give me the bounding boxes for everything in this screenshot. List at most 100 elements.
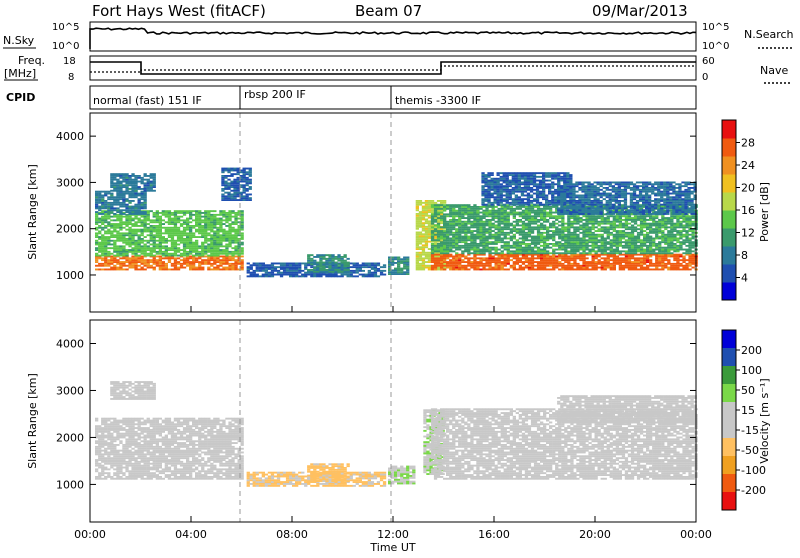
power-cell bbox=[174, 247, 177, 249]
power-cell bbox=[652, 250, 655, 252]
power-cell bbox=[107, 221, 110, 223]
power-cell bbox=[240, 192, 243, 194]
power-cell bbox=[537, 234, 540, 236]
power-cell bbox=[661, 221, 664, 223]
power-cell bbox=[147, 231, 150, 233]
power-cell bbox=[504, 263, 507, 265]
power-cell bbox=[416, 263, 419, 265]
power-cell bbox=[113, 244, 116, 246]
power-cell bbox=[394, 273, 397, 275]
power-cell bbox=[488, 223, 491, 225]
power-cell bbox=[488, 232, 491, 234]
power-cell bbox=[221, 197, 224, 199]
power-cell bbox=[128, 193, 131, 195]
power-cell bbox=[362, 263, 365, 265]
power-cell bbox=[307, 269, 310, 271]
power-cell bbox=[113, 179, 116, 181]
power-cell bbox=[228, 231, 231, 233]
power-cell bbox=[98, 232, 101, 234]
power-cell bbox=[443, 257, 446, 259]
power-cell bbox=[440, 215, 443, 217]
power-cell bbox=[328, 256, 331, 258]
power-cell bbox=[476, 217, 479, 219]
power-cell bbox=[510, 223, 513, 225]
power-cell bbox=[249, 170, 252, 172]
power-cell bbox=[280, 268, 283, 270]
power-cell bbox=[546, 215, 549, 217]
power-cell bbox=[682, 261, 685, 263]
power-cell bbox=[473, 215, 476, 217]
power-cell bbox=[286, 270, 289, 272]
power-cell bbox=[631, 250, 634, 252]
power-cell bbox=[452, 228, 455, 230]
power-cell bbox=[458, 217, 461, 219]
power-cell bbox=[513, 225, 516, 227]
power-cell bbox=[549, 238, 552, 240]
power-cell bbox=[104, 249, 107, 251]
power-cell bbox=[549, 223, 552, 225]
power-cell bbox=[670, 232, 673, 234]
power-cell bbox=[131, 219, 134, 221]
power-cell bbox=[101, 257, 104, 259]
power-cell bbox=[227, 175, 230, 177]
power-cell bbox=[107, 223, 110, 225]
power-cell bbox=[670, 241, 673, 243]
power-cell bbox=[446, 225, 449, 227]
power-cell bbox=[595, 236, 598, 238]
power-cell bbox=[131, 244, 134, 246]
power-cell bbox=[613, 221, 616, 223]
power-cell bbox=[564, 238, 567, 240]
power-cell bbox=[394, 262, 397, 264]
power-cell bbox=[525, 256, 528, 258]
power-cell bbox=[356, 268, 359, 270]
power-cell bbox=[449, 230, 452, 232]
power-cell bbox=[610, 252, 613, 254]
power-cell bbox=[113, 229, 116, 231]
power-cell bbox=[579, 221, 582, 223]
power-cell bbox=[658, 226, 661, 228]
power-cell bbox=[168, 216, 171, 218]
power-cell bbox=[128, 249, 131, 251]
power-cell bbox=[253, 263, 256, 265]
power-cell bbox=[537, 228, 540, 230]
power-cell bbox=[165, 267, 168, 269]
power-cell bbox=[588, 265, 591, 267]
power-cell bbox=[485, 219, 488, 221]
power-cell bbox=[101, 204, 104, 206]
power-cell bbox=[406, 264, 409, 266]
power-cell bbox=[131, 181, 134, 183]
power-cell bbox=[150, 253, 153, 255]
power-cell bbox=[498, 232, 501, 234]
power-cell bbox=[458, 238, 461, 240]
power-cell bbox=[374, 270, 377, 272]
power-cell bbox=[189, 234, 192, 236]
power-cell bbox=[397, 266, 400, 268]
power-cell bbox=[567, 256, 570, 258]
power-cell bbox=[231, 236, 234, 238]
power-cell bbox=[637, 247, 640, 249]
power-cell bbox=[482, 269, 485, 271]
power-cell bbox=[473, 223, 476, 225]
power-cell bbox=[476, 213, 479, 215]
power-cell bbox=[470, 217, 473, 219]
power-cell bbox=[186, 259, 189, 261]
power-cell bbox=[95, 242, 98, 244]
power-cell bbox=[601, 226, 604, 228]
power-cell bbox=[461, 225, 464, 227]
power-cell bbox=[230, 175, 233, 177]
power-cell bbox=[573, 243, 576, 245]
power-cell bbox=[237, 194, 240, 196]
power-cell bbox=[177, 257, 180, 259]
power-cell bbox=[492, 252, 495, 254]
power-cell bbox=[528, 249, 531, 251]
power-cell bbox=[601, 236, 604, 238]
power-cell bbox=[116, 236, 119, 238]
power-cell bbox=[507, 212, 510, 214]
power-cell bbox=[510, 206, 513, 208]
power-cell bbox=[488, 225, 491, 227]
power-cell bbox=[131, 195, 134, 197]
power-cell bbox=[222, 229, 225, 231]
power-cell bbox=[180, 212, 183, 214]
power-cell bbox=[325, 258, 328, 260]
power-cell bbox=[316, 267, 319, 269]
